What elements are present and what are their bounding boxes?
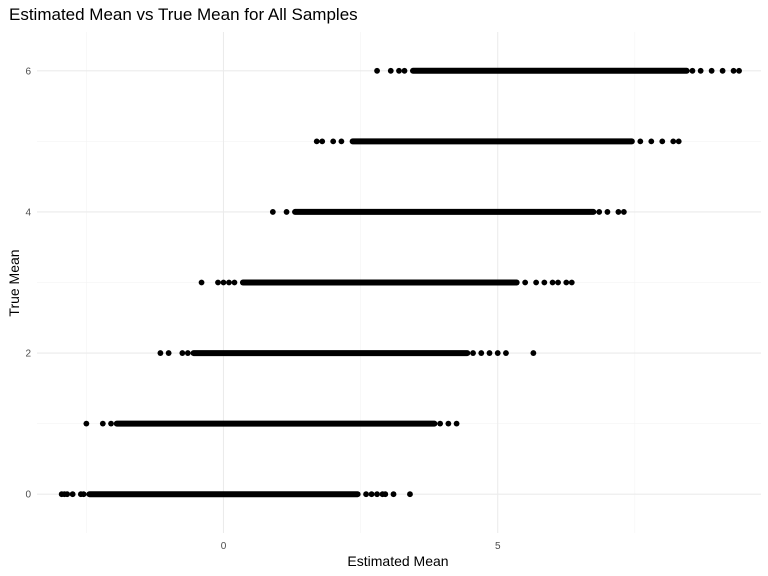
y-tick-label: 6 [25,66,31,77]
data-point [313,138,320,145]
data-point [319,138,326,145]
data-point [220,279,227,286]
data-point [198,279,205,286]
point-group-true-mean-5 [313,138,682,145]
data-point [179,350,186,356]
data-point [470,350,476,356]
data-point [697,67,704,74]
dense-points-band [239,279,520,286]
data-point [689,67,696,74]
data-point [215,279,221,286]
data-point [675,138,682,145]
y-tick-label: 2 [25,349,31,360]
data-point [165,350,172,356]
point-group-true-mean-4 [269,208,627,215]
data-point [64,491,71,498]
data-point [615,209,622,215]
data-point [330,138,337,145]
data-point [453,420,460,427]
data-point [231,279,238,286]
data-point [407,491,413,498]
data-point [659,138,666,145]
data-point [736,67,742,74]
dense-points-band [113,420,438,427]
data-point [503,350,509,356]
data-point [541,279,548,286]
data-point [390,491,397,498]
dense-points-band [190,350,471,357]
y-axis-tick-labels: 0 2 4 6 [25,66,31,500]
data-point [478,350,485,356]
data-point [401,67,408,74]
y-axis-title: True Mean [6,249,22,316]
data-point [226,279,232,286]
data-point [708,67,715,74]
data-point [80,491,87,498]
dense-points-band [292,208,597,215]
dense-points-band [86,491,361,498]
data-point [563,279,570,286]
data-point [555,279,561,286]
point-group-true-mean-6 [374,67,742,74]
point-group-true-mean-2 [157,350,537,357]
dense-points-band [409,67,690,74]
data-point [184,350,191,356]
chart-title: Estimated Mean vs True Mean for All Samp… [9,5,358,24]
y-tick-label: 0 [25,490,31,501]
data-point [522,279,529,286]
data-point [730,67,737,74]
data-point [670,138,677,145]
data-point [269,209,276,215]
data-point [549,279,556,286]
data-point [620,209,627,215]
x-tick-label: 5 [495,541,501,552]
data-points [58,67,742,498]
data-point [530,350,537,356]
y-tick-label: 4 [25,207,31,218]
data-point [374,67,380,74]
data-point [437,420,444,427]
point-group-true-mean-1 [83,420,460,427]
data-point [83,420,90,427]
data-point [368,491,375,498]
data-point [363,491,369,498]
data-point [387,67,394,74]
data-point [494,350,501,356]
data-point [637,138,644,145]
data-point [568,279,575,286]
data-point [445,420,452,427]
data-point [338,138,345,145]
point-group-true-mean-3 [198,279,575,286]
data-point [99,420,106,427]
x-axis-title: Estimated Mean [347,553,448,569]
data-point [533,279,540,286]
data-point [596,209,603,215]
point-group-true-mean-0 [58,491,413,498]
data-point [604,209,611,215]
data-point [69,491,76,498]
data-point [486,350,493,356]
data-point [719,67,726,74]
data-point [648,138,655,145]
data-point [374,491,380,498]
data-point [108,420,114,427]
data-point [396,67,402,74]
data-point [157,350,164,356]
dense-points-band [349,138,635,145]
x-tick-label: 0 [221,541,227,552]
data-point [283,209,290,215]
data-point [382,491,389,498]
